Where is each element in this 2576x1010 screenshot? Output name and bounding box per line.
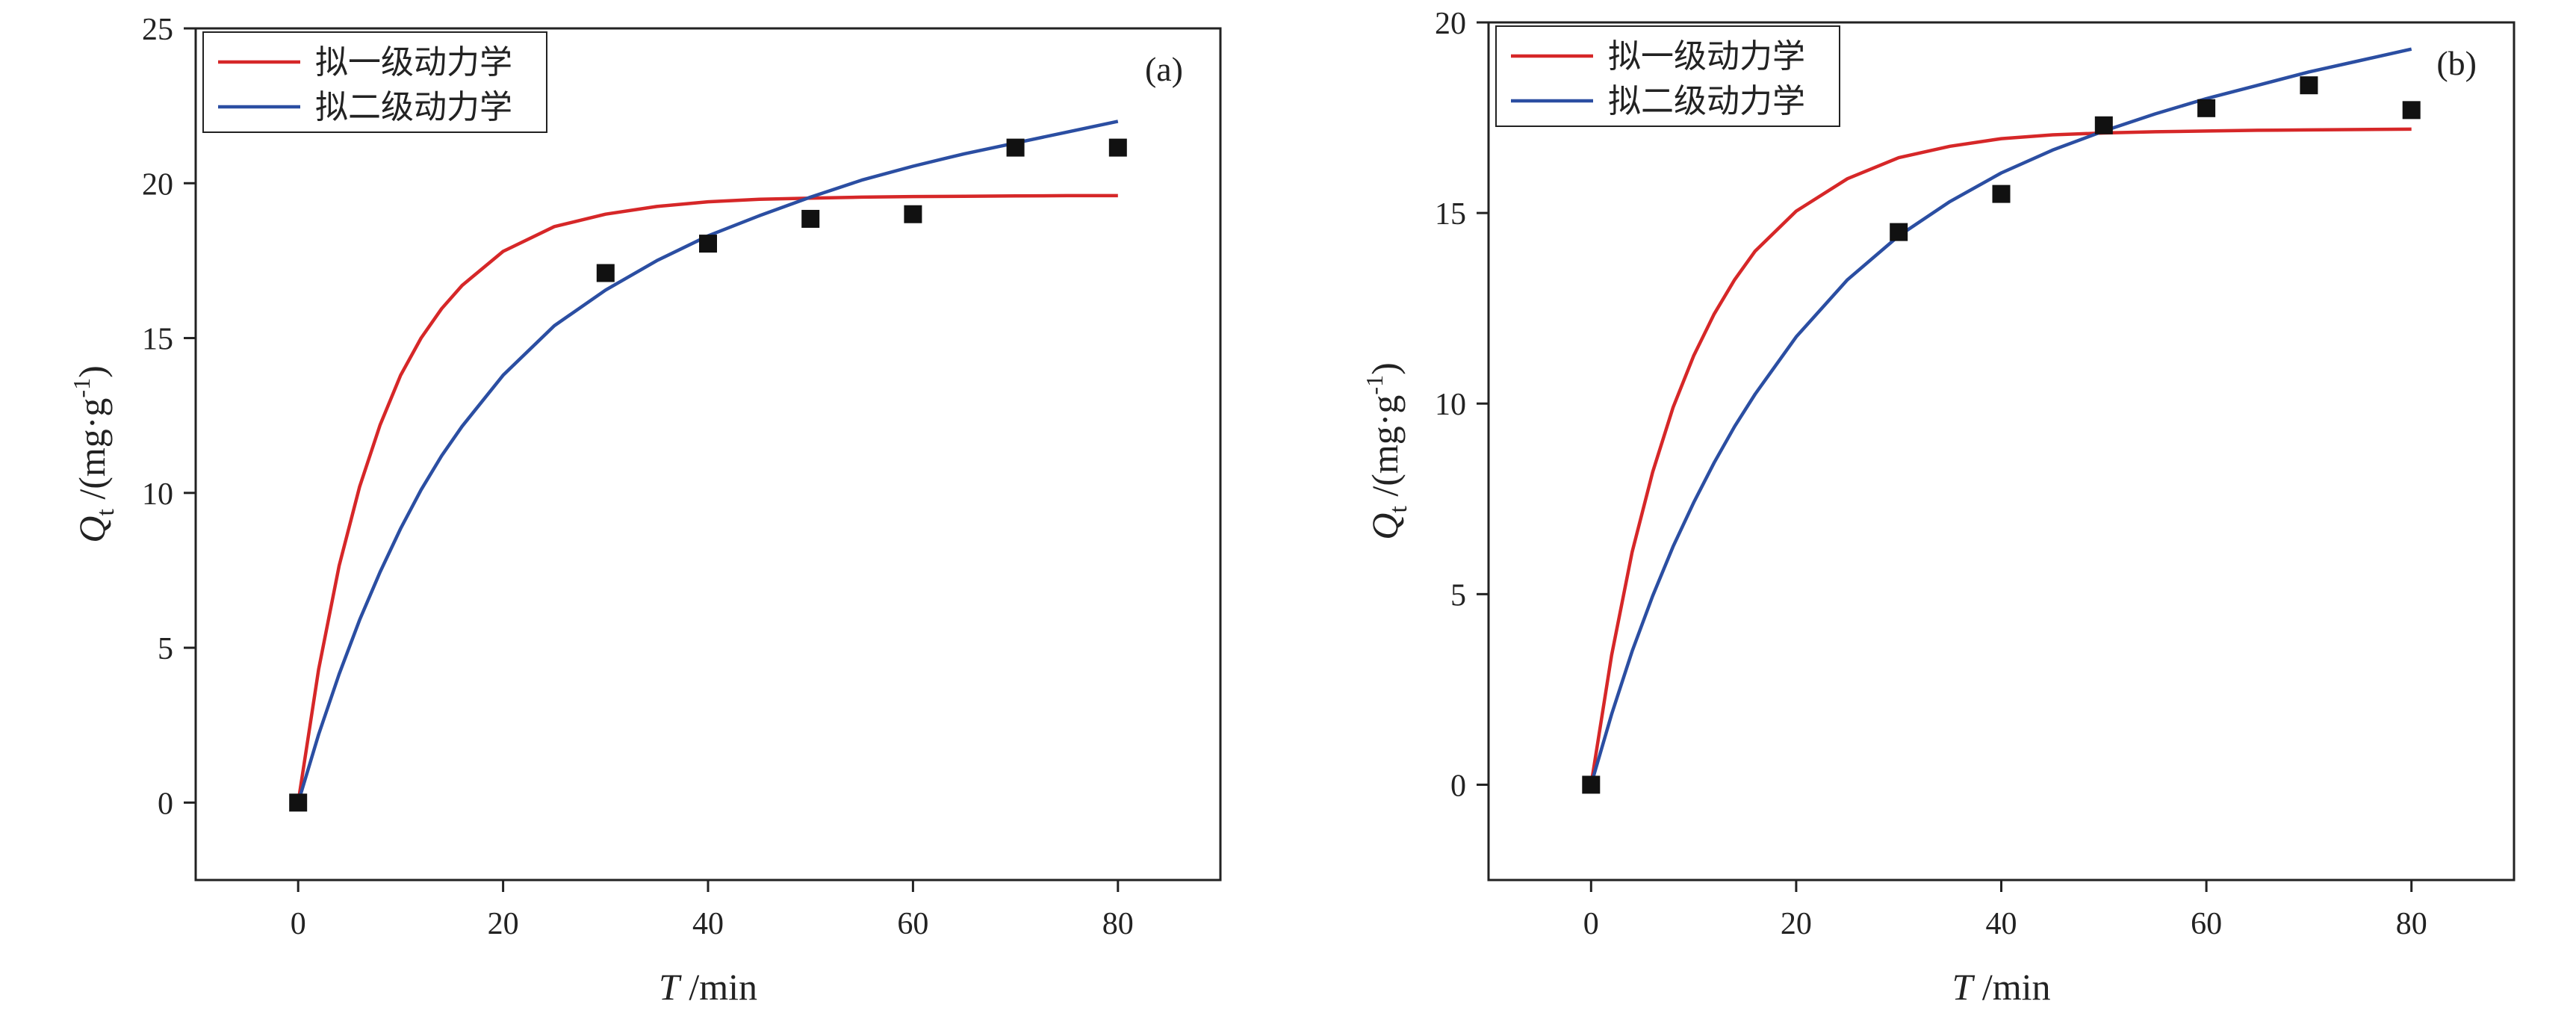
x-tick-label: 20 [488,907,519,941]
series-line-pso [297,120,1119,804]
data-point [1108,138,1127,157]
x-axis-unit: /min [1973,966,2050,1008]
y-axis-subscript: t [92,509,120,516]
series-line-pfo [296,193,1118,803]
data-point [2197,99,2216,117]
y-axis-superscript: -1 [68,378,95,398]
x-tick-label: 0 [1583,907,1599,941]
y-tick-label: 20 [142,167,173,202]
y-axis-unit-close: ) [71,365,113,378]
legend-label: 拟一级动力学 [315,44,512,81]
x-axis-label: T /min [1952,966,2051,1008]
x-axis-var: T [659,966,682,1008]
x-tick-label: 20 [1781,907,1812,941]
plot-frame [1487,21,2516,882]
y-tick-label: 20 [1435,7,1466,41]
plot-frame [194,27,1222,882]
panel-label: (b) [2436,44,2477,82]
x-axis-var: T [1952,966,1976,1008]
y-tick-label: 5 [1450,578,1466,613]
data-point [2300,76,2318,95]
y-tick-label: 0 [1450,769,1466,803]
y-axis-subscript: t [1385,506,1412,513]
x-tick-label: 60 [897,907,928,941]
data-point [1890,223,1908,241]
data-point [2094,116,2113,134]
y-tick-label: 10 [1435,388,1466,422]
y-axis-label: Qt /(mg·g-1) [1361,362,1412,539]
series-line-pfo [1589,127,2412,785]
data-point [801,209,820,228]
x-tick-label: 80 [1102,907,1134,941]
y-tick-label: 15 [142,323,173,357]
legend-box [202,31,547,133]
data-point [1006,138,1025,157]
x-tick-label: 0 [291,907,306,941]
legend-label: 拟二级动力学 [1608,83,1805,120]
legend-label: 拟二级动力学 [315,89,512,126]
y-axis-unit-close: ) [1364,362,1406,375]
legend-box [1495,25,1840,127]
x-axis-label: T /min [659,966,757,1008]
x-axis-unit: /min [680,966,757,1008]
y-tick-label: 0 [158,787,173,821]
x-tick-label: 40 [1986,907,2017,941]
y-axis-label: Qt /(mg·g-1) [68,365,120,542]
y-axis-unit: /(mg·g [71,398,113,509]
chart-panel-a: 0 20 40 60 80 0 5 10 15 20 25 T /min Qt /(mg·g-1) 拟一级… [68,13,1222,1008]
panel-label: (a) [1145,50,1183,88]
y-axis-superscript: -1 [1361,375,1388,395]
data-point [2402,101,2421,120]
y-axis-unit: /(mg·g [1364,395,1406,506]
y-tick-label: 10 [142,477,173,512]
series-line-pso [1589,47,2412,786]
x-tick-label: 40 [692,907,724,941]
y-tick-label: 25 [142,13,173,47]
data-point [904,205,922,223]
y-axis-var: Q [1364,513,1406,540]
y-tick-label: 5 [158,632,173,666]
x-tick-label: 60 [2191,907,2222,941]
y-tick-label: 15 [1435,197,1466,232]
chart-panel-b: 0 20 40 60 80 0 5 10 15 20 T /min Qt /(mg·g-1) 拟一级动力… [1361,7,2516,1008]
legend-label: 拟一级动力学 [1608,38,1805,75]
data-point [699,235,717,253]
data-point [289,793,308,812]
data-point [1582,775,1601,794]
data-point [596,264,615,282]
y-axis-var: Q [71,516,113,543]
x-tick-label: 80 [2396,907,2427,941]
data-point [1992,185,2011,203]
